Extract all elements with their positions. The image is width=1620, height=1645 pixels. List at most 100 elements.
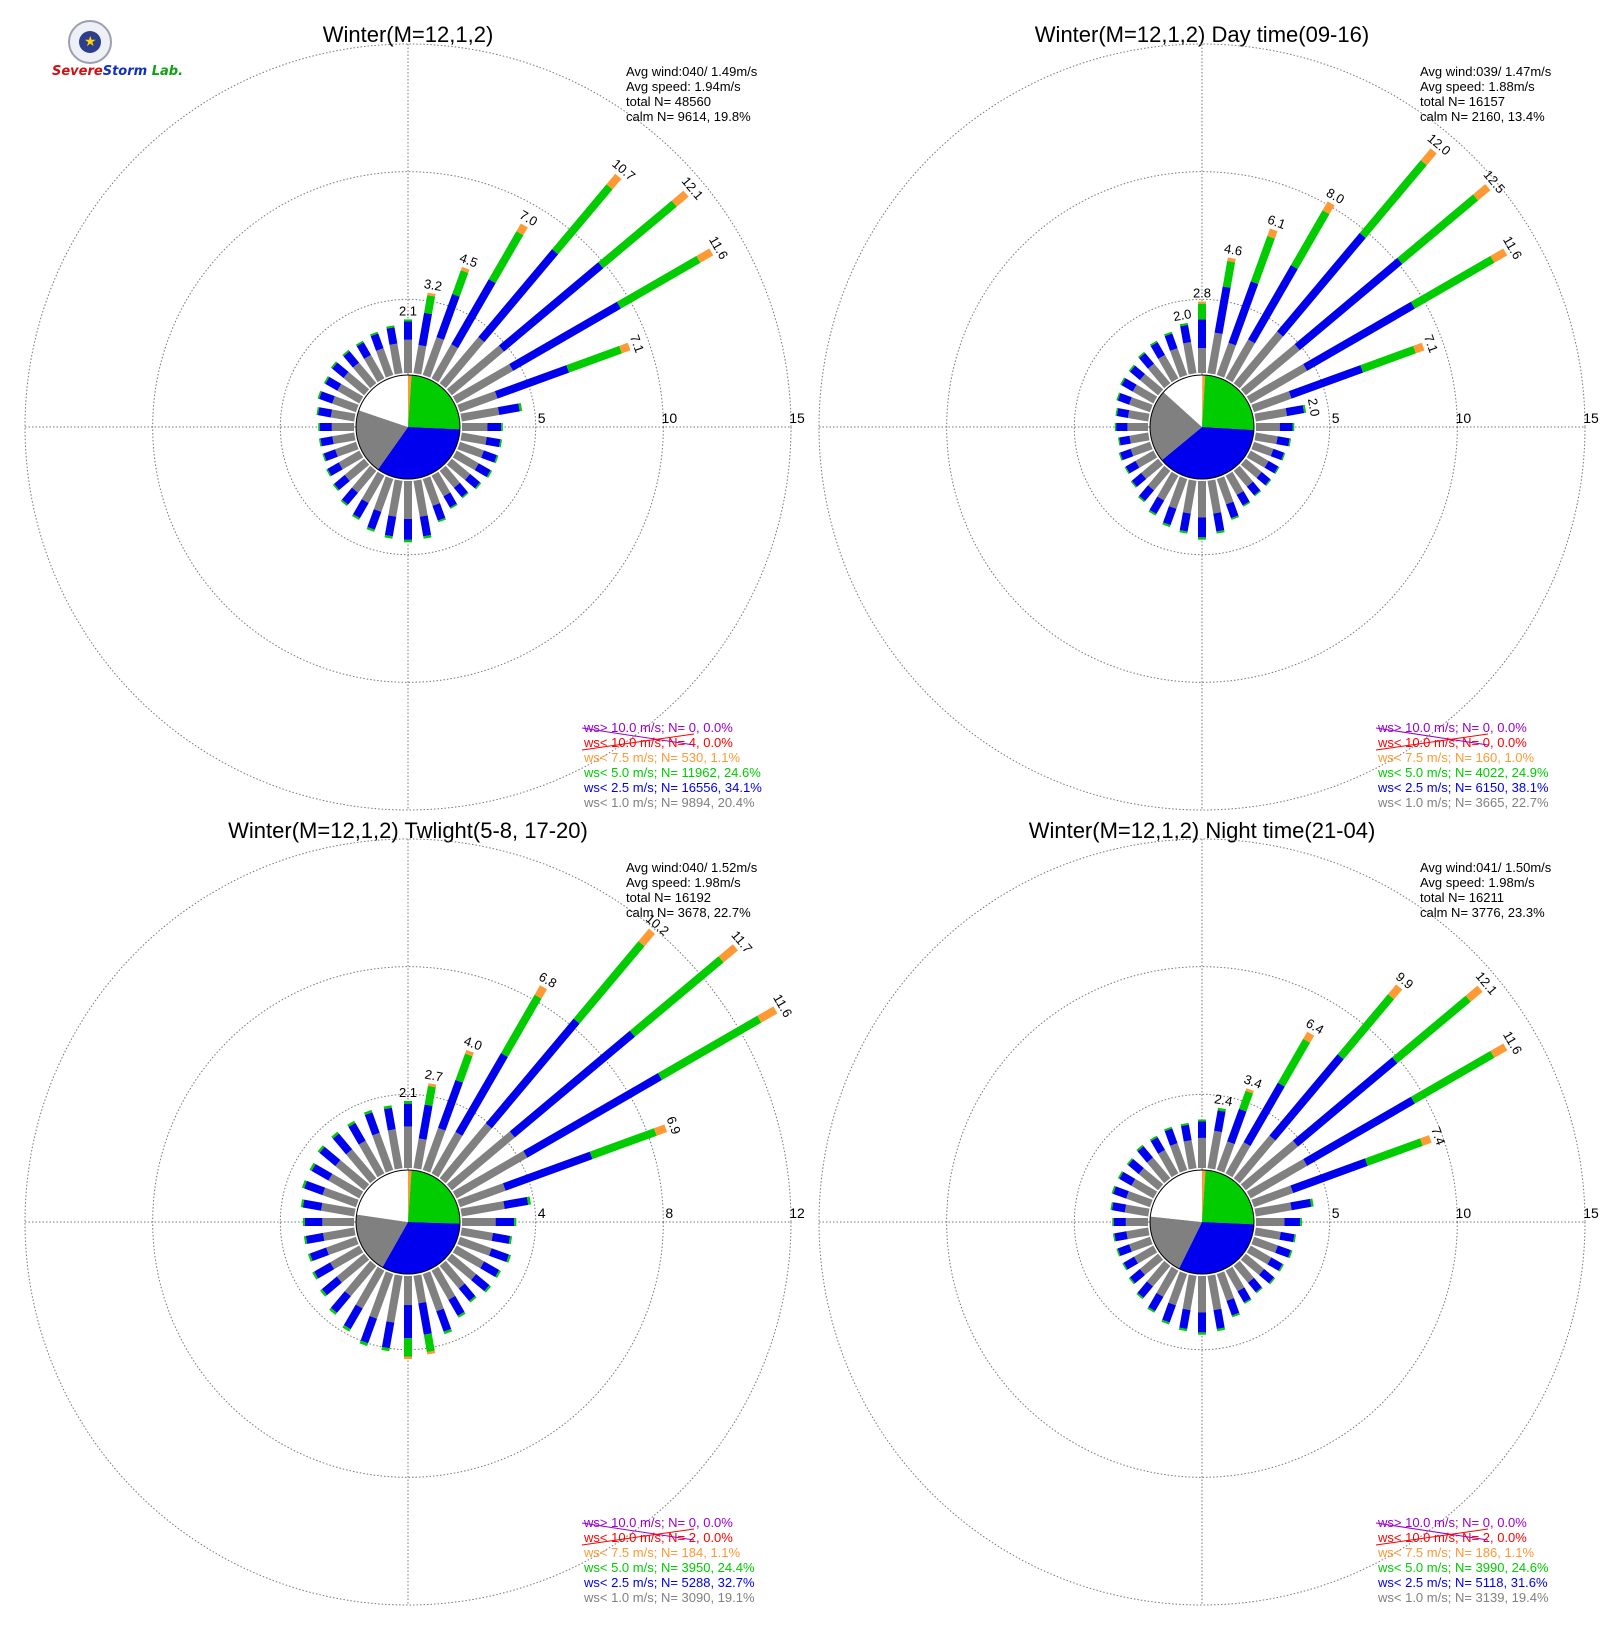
bar-segment: [352, 362, 377, 389]
direction-bar: 7.1: [457, 333, 647, 413]
bar-segment: [1275, 1245, 1291, 1258]
bar-segment: [1269, 1054, 1344, 1141]
bar-segment: [303, 1235, 308, 1245]
bar-segment: [1264, 460, 1279, 474]
direction-bar: [1116, 392, 1153, 413]
bar-segment: [1158, 1149, 1179, 1178]
bar-segment: [1150, 1137, 1166, 1154]
bar-segment: [1225, 1142, 1251, 1178]
bar-segment: [1183, 341, 1197, 375]
bar-segment: [1294, 257, 1403, 351]
bar-segment: [606, 173, 622, 190]
bar-segment: [598, 200, 677, 269]
bar-segment: [526, 1196, 532, 1205]
bar-segment: [1164, 1128, 1178, 1146]
bar-segment: [1129, 1236, 1153, 1252]
direction-bar: 11.6: [452, 233, 731, 404]
bar-segment: [1179, 1308, 1191, 1329]
bar-segment: [384, 515, 397, 537]
bar-segment: [423, 535, 432, 539]
bar-segment: [1365, 1138, 1423, 1166]
bar-segment: [1277, 1038, 1311, 1087]
bar-segment: [387, 1129, 403, 1170]
bar-segment: [488, 1248, 510, 1263]
bar-segment: [1130, 441, 1153, 457]
bar-segment: [439, 1123, 492, 1184]
direction-bar: [352, 471, 385, 520]
direction-bar: [1246, 1245, 1284, 1272]
bar-segment: [1164, 333, 1178, 351]
direction-bar: [1122, 1245, 1158, 1271]
bar-segment: [1125, 460, 1140, 474]
legend-strike: [1375, 1522, 1489, 1541]
bar-segment: [478, 249, 559, 343]
bar-segment: [1124, 1204, 1150, 1217]
bar-segment: [321, 1276, 342, 1296]
bar-segment: [418, 312, 432, 347]
bar-segment: [436, 1308, 452, 1332]
bar-segment: [464, 473, 481, 489]
bar-segment: [332, 396, 359, 413]
bar-segment: [1231, 1312, 1240, 1318]
stats-line: Avg speed: 1.94m/s: [626, 79, 741, 94]
stats-line: Avg speed: 1.88m/s: [1420, 79, 1535, 94]
bar-value-label: 7.1: [1421, 333, 1441, 355]
bar-segment: [344, 1260, 377, 1297]
direction-bar: [1216, 1271, 1240, 1318]
bar-segment: [1216, 342, 1236, 378]
bar-segment: [616, 255, 701, 309]
bar-segment: [404, 1126, 412, 1168]
bar-segment: [424, 295, 436, 315]
bar-segment: [1276, 436, 1290, 447]
bar-segment: [383, 1105, 392, 1110]
bar-segment: [1150, 342, 1166, 359]
direction-bar: [1164, 1126, 1188, 1173]
direction-bar: [323, 376, 364, 404]
bar-segment: [338, 450, 364, 470]
bar-segment: [317, 390, 322, 399]
bar-segment: [1268, 1277, 1276, 1285]
direction-bar: [1240, 458, 1272, 487]
bar-segment: [1256, 1218, 1285, 1226]
stats-line: calm N= 9614, 19.8%: [626, 109, 751, 124]
bar-segment: [356, 342, 372, 359]
bar-segment: [369, 1271, 394, 1319]
bar-segment: [1118, 452, 1123, 461]
bar-segment: [1120, 377, 1126, 386]
bar-segment: [443, 1328, 453, 1335]
bar-segment: [1217, 1107, 1226, 1112]
bar-segment: [404, 481, 412, 519]
bar-segment: [404, 339, 412, 373]
stats-line: total N= 16192: [626, 890, 711, 905]
direction-bar: [446, 458, 482, 490]
bar-segment: [431, 471, 451, 497]
direction-bar: [404, 1276, 412, 1359]
bar-segment: [1158, 354, 1179, 383]
bar-value-label: 2.8: [1193, 286, 1211, 301]
calm-pie-slice: [408, 375, 412, 427]
ring-label: 15: [1583, 1205, 1599, 1221]
direction-bar: [312, 1245, 364, 1280]
bar-segment: [436, 293, 460, 340]
bar-segment: [471, 1273, 490, 1292]
bar-segment: [335, 1160, 370, 1191]
bar-segment: [317, 407, 333, 418]
bar-segment: [423, 1333, 435, 1353]
bar-segment: [1303, 1031, 1315, 1043]
direction-bar: [460, 1196, 532, 1217]
bar-segment: [1242, 501, 1251, 507]
bar-segment: [458, 1283, 476, 1302]
bar-segment: [1139, 373, 1164, 396]
bar-segment: [497, 403, 520, 415]
direction-bar: 4.5: [422, 250, 480, 378]
panel-title: Winter(M=12,1,2): [323, 22, 494, 47]
bar-segment: [404, 1276, 412, 1306]
bar-segment: [322, 1227, 356, 1241]
direction-bar: [1254, 432, 1292, 447]
bar-segment: [1148, 509, 1157, 516]
bar-segment: [322, 1187, 359, 1208]
stats-line: calm N= 3678, 22.7%: [626, 905, 751, 920]
direction-bar: [1112, 1218, 1148, 1226]
bar-segment: [1198, 537, 1206, 540]
direction-bar: [1118, 441, 1153, 461]
